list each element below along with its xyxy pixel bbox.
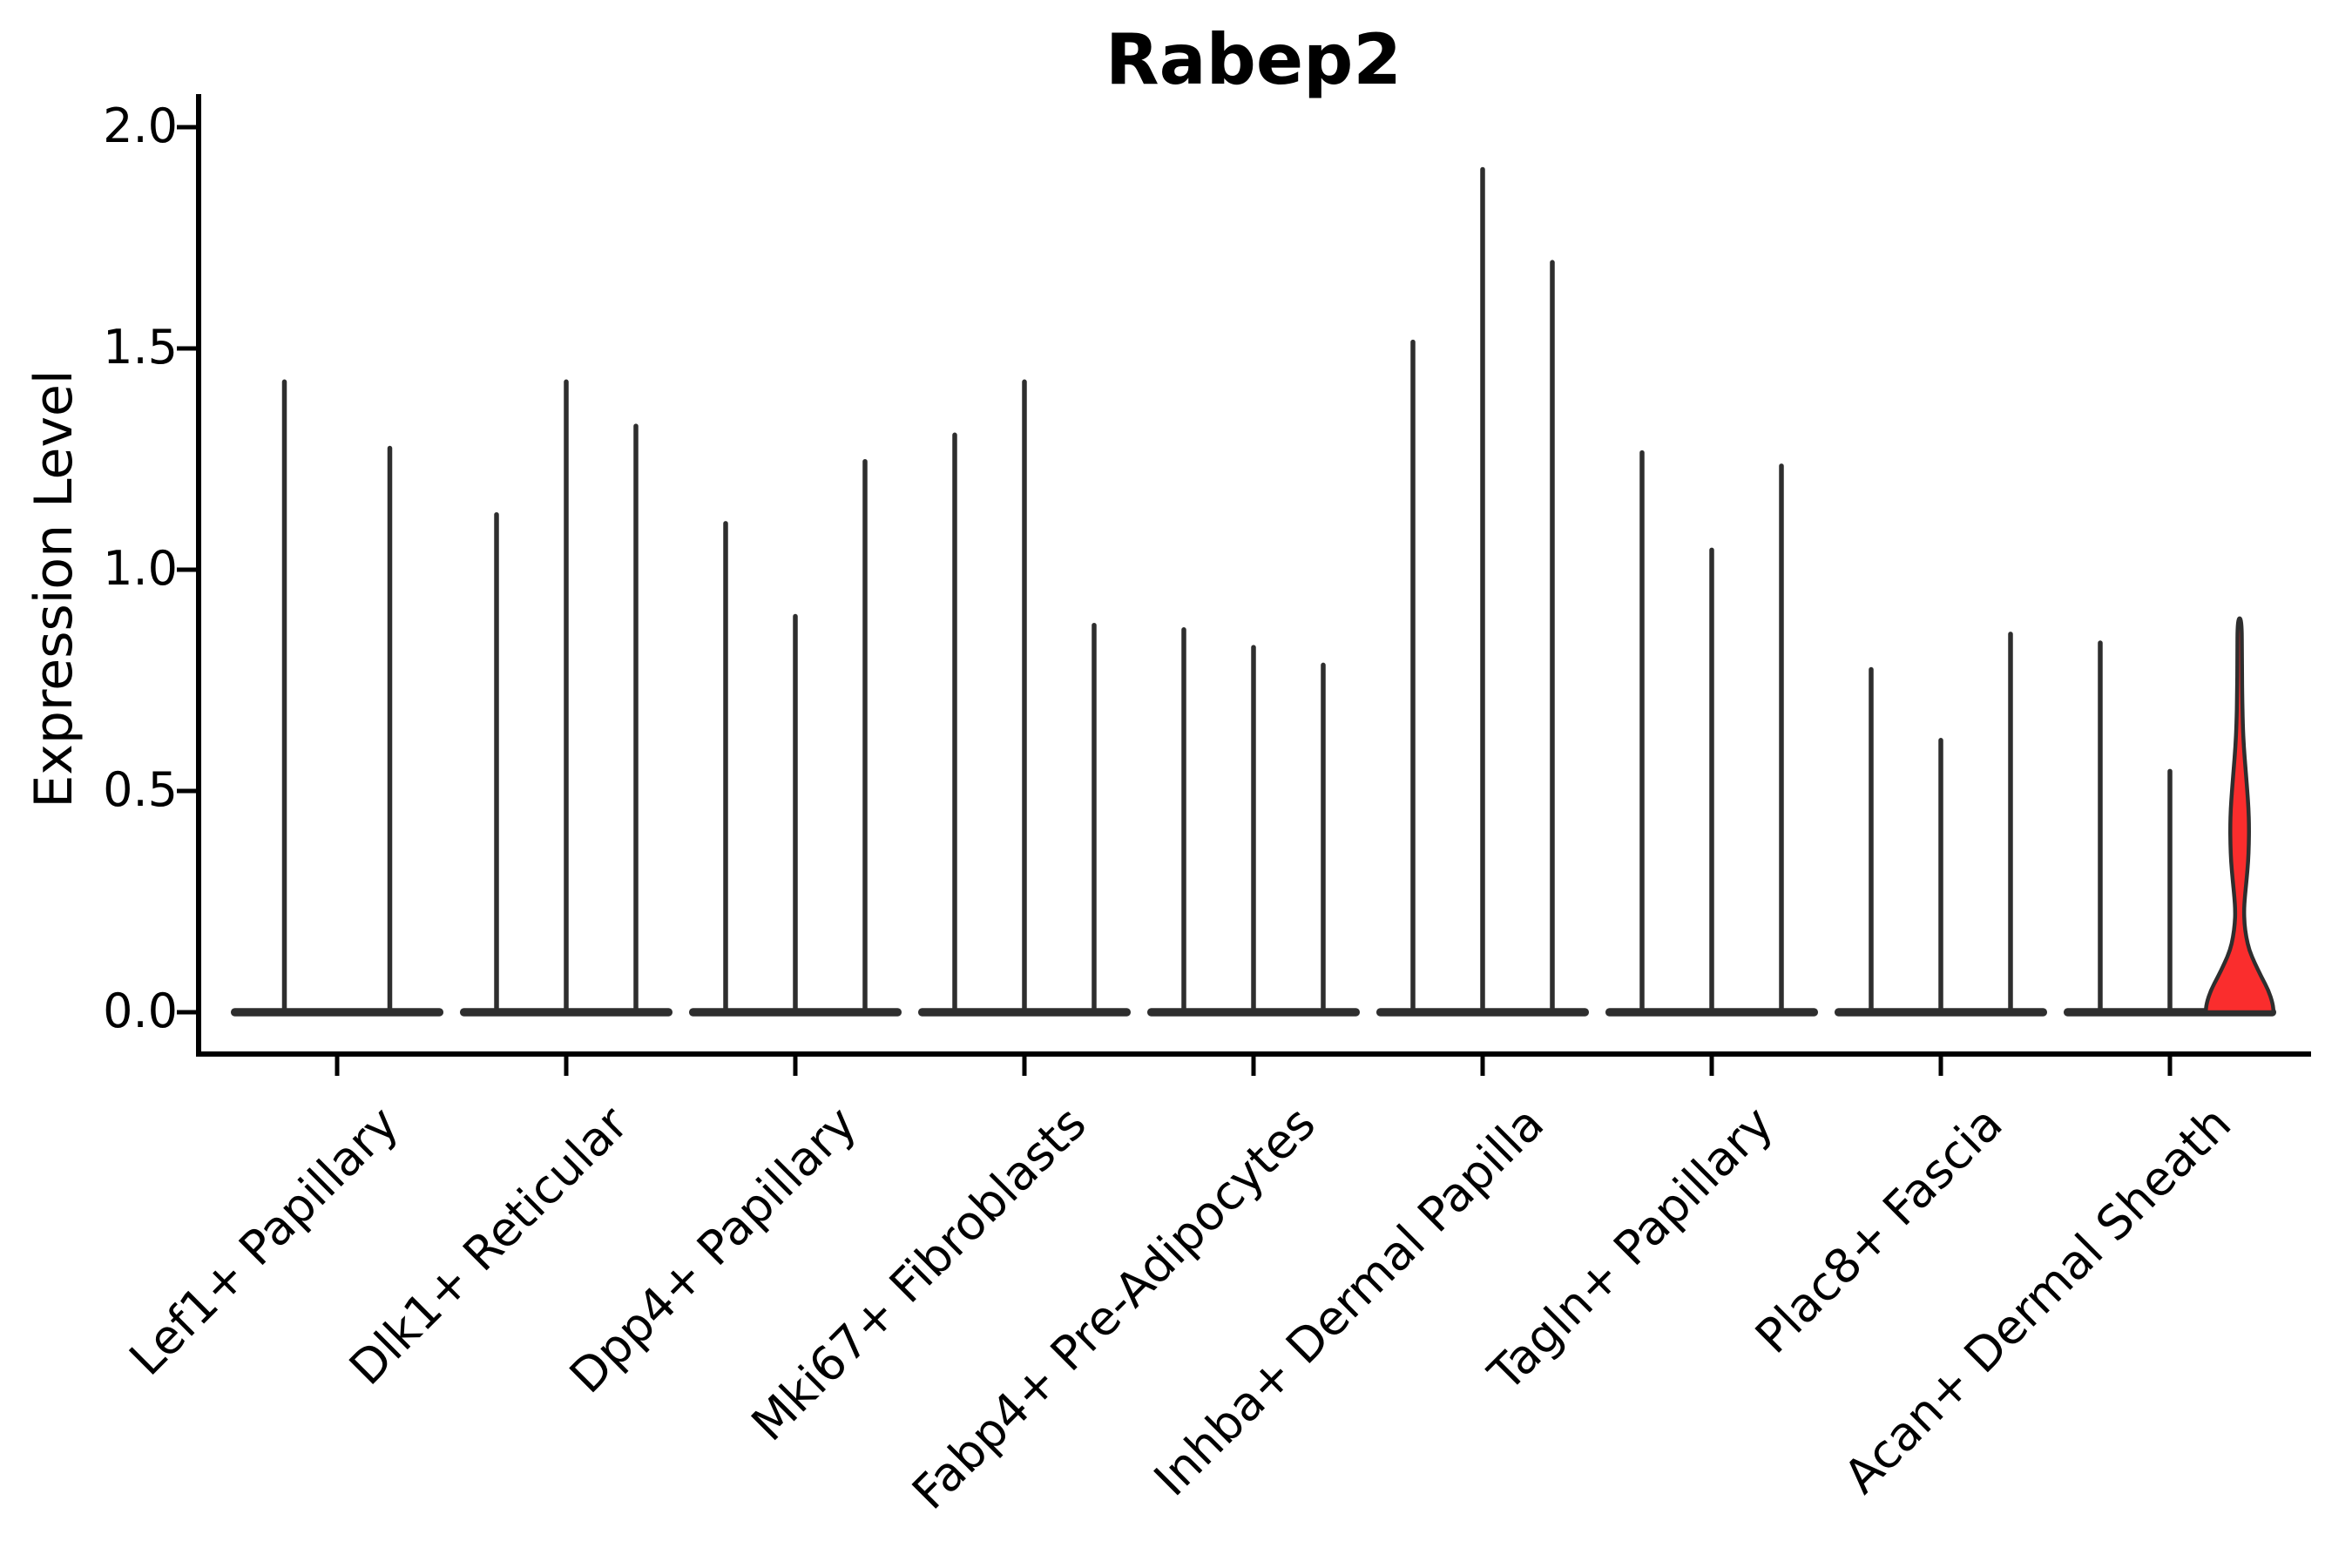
violin-spike — [723, 521, 728, 1012]
violin-spike — [1092, 622, 1097, 1012]
violin-spike — [281, 379, 287, 1012]
violin-spike — [793, 613, 798, 1012]
violin-spike — [1480, 166, 1485, 1013]
violin-spike — [564, 379, 569, 1012]
violin-spike — [1938, 738, 1943, 1012]
x-tick-mark — [1022, 1057, 1027, 1076]
y-tick-mark — [177, 1010, 196, 1015]
violin-spike — [1550, 260, 1555, 1012]
x-tick-mark — [1709, 1057, 1714, 1076]
y-tick-label: 0.5 — [103, 762, 178, 818]
violin-spike — [1321, 662, 1326, 1012]
y-tick-label: 1.5 — [103, 320, 178, 375]
y-tick-label: 1.0 — [103, 541, 178, 597]
x-tick-mark — [1938, 1057, 1943, 1076]
violin-spike — [2167, 768, 2173, 1012]
y-tick-label: 2.0 — [103, 98, 178, 154]
violin-spike — [862, 459, 868, 1012]
violin-spike — [1709, 547, 1714, 1012]
violin-spike — [1022, 379, 1027, 1012]
violin-spike — [1639, 449, 1645, 1012]
x-tick-mark — [564, 1057, 569, 1076]
violin-spike — [1181, 627, 1186, 1012]
x-axis-line — [196, 1051, 2311, 1057]
highlighted-violin — [2203, 616, 2276, 1015]
y-tick-mark — [177, 788, 196, 794]
violin-spike — [1251, 645, 1256, 1012]
violin-spike — [387, 445, 393, 1012]
violin-spike — [1410, 339, 1416, 1013]
violin-spike — [2098, 640, 2103, 1012]
chart-title: Rabep2 — [1105, 19, 1402, 100]
violin-spike — [952, 432, 957, 1012]
violin-spike — [633, 423, 639, 1012]
x-tick-mark — [335, 1057, 340, 1076]
x-tick-mark — [2167, 1057, 2173, 1076]
y-tick-label: 0.0 — [103, 983, 178, 1039]
y-tick-mark — [177, 567, 196, 572]
violin-baseline — [231, 1008, 443, 1017]
x-tick-mark — [1251, 1057, 1256, 1076]
violin-spike — [2008, 632, 2013, 1012]
x-tick-mark — [793, 1057, 798, 1076]
violin-spike — [1779, 463, 1784, 1012]
y-tick-mark — [177, 125, 196, 130]
y-tick-mark — [177, 346, 196, 351]
violin-spike — [494, 511, 499, 1012]
violin-spike — [1869, 666, 1874, 1012]
x-tick-mark — [1480, 1057, 1485, 1076]
y-axis-line — [196, 94, 201, 1057]
